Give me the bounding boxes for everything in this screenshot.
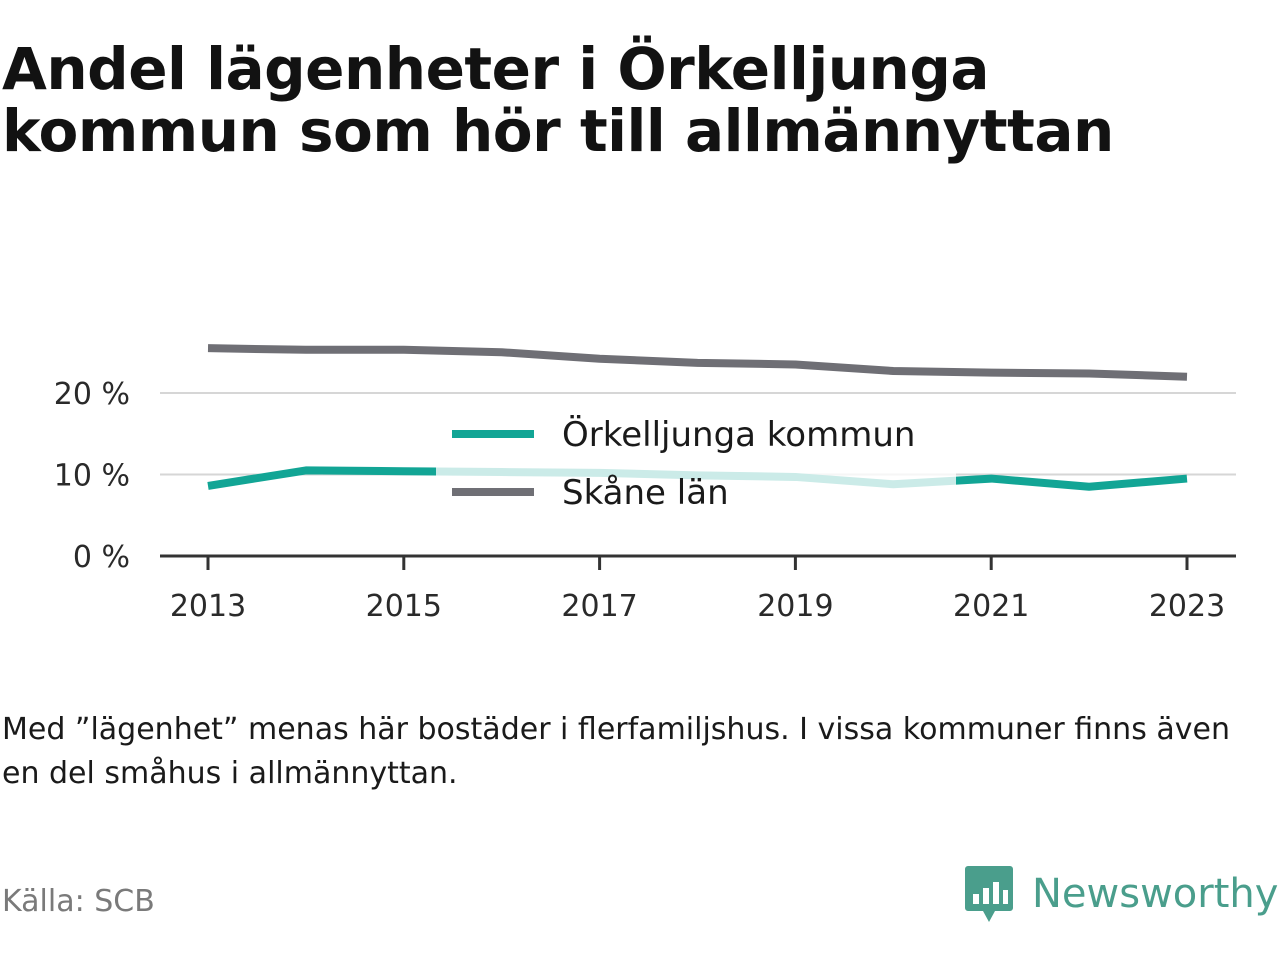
legend: Örkelljunga kommun Skåne län — [436, 406, 956, 524]
line-chart: 0 % 10 % 20 % 2013 2015 2017 2019 2021 2023 Örke… — [54, 344, 1236, 624]
series-line-skane — [207, 344, 1188, 381]
brand-name: Newsworthy — [1032, 871, 1279, 917]
x-tick-label: 2021 — [953, 589, 1029, 624]
x-tick-label: 2013 — [170, 589, 246, 624]
legend-background — [436, 406, 956, 524]
x-tick-label: 2015 — [366, 589, 442, 624]
legend-label: Örkelljunga kommun — [562, 414, 915, 455]
brand-logo[interactable]: Newsworthy — [964, 862, 1278, 926]
source-label: Källa: SCB — [2, 884, 155, 919]
chart-note: Med ”lägenhet” menas här bostäder i fler… — [2, 712, 1230, 791]
legend-label: Skåne län — [562, 473, 729, 513]
y-tick-label: 10 % — [54, 459, 130, 494]
chart-axes: 0 % 10 % 20 % 2013 2015 2017 2019 2021 2023 — [54, 377, 1236, 624]
x-tick-label: 2019 — [757, 589, 833, 624]
y-tick-label: 20 % — [54, 377, 130, 412]
bar-chart-speech-bubble-icon — [965, 866, 1013, 922]
x-tick-label: 2017 — [561, 589, 637, 624]
x-tick-label: 2023 — [1149, 589, 1225, 624]
y-tick-label: 0 % — [73, 540, 130, 575]
chart-title: Andel lägenheter i Örkelljunga kommun so… — [2, 35, 1114, 165]
